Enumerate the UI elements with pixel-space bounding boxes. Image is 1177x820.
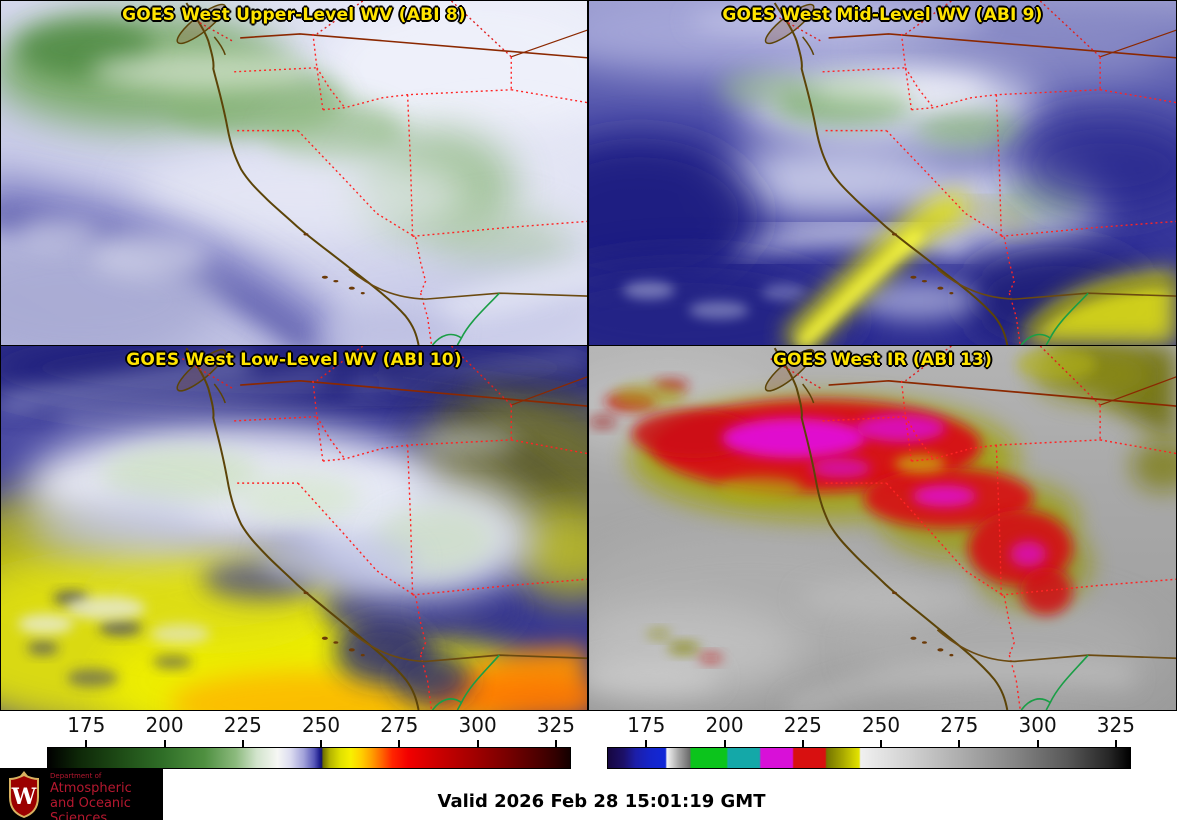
map-overlay	[760, 346, 1176, 710]
colorbar-tick	[723, 740, 726, 747]
colorbar-tick-label: 325	[1096, 713, 1135, 737]
colorbar-tick-label: 225	[223, 713, 262, 737]
panel-abi9: GOES West Mid-Level WV (ABI 9)	[589, 1, 1176, 345]
aos-logo-text: Department of Atmospheric and Oceanic Sc…	[50, 772, 163, 820]
wv-colorbar: 175 200 225 250 275 300 325	[47, 711, 575, 769]
colorbar-tick-label: 225	[783, 713, 822, 737]
abi10-imagery	[1, 346, 587, 710]
ir-colorbar: 175 200 225 250 275 300 325	[607, 711, 1135, 769]
colorbar-tick	[320, 740, 323, 747]
colorbar-tick-label: 275	[940, 713, 979, 737]
wv-colorbar-gradient	[47, 747, 571, 769]
colorbar-tick	[958, 740, 961, 747]
colorbar-tick-label: 200	[705, 713, 744, 737]
panel-title-abi13: GOES West IR (ABI 13)	[772, 350, 993, 370]
uw-crest-icon: W	[9, 771, 39, 818]
panel-abi10: GOES West Low-Level WV (ABI 10)	[1, 346, 587, 710]
colorbar-tick-label: 250	[301, 713, 341, 737]
colorbar-tick-label: 175	[627, 713, 666, 737]
map-overlay	[760, 1, 1176, 345]
colorbar-tick	[1114, 740, 1117, 747]
panel-title-abi10: GOES West Low-Level WV (ABI 10)	[126, 350, 462, 370]
colorbar-tick-label: 250	[861, 713, 901, 737]
aos-logo: W Department of Atmospheric and Oceanic …	[0, 768, 163, 820]
logo-line-2: Atmospheric	[50, 781, 132, 796]
colorbar-tick-label: 200	[145, 713, 184, 737]
colorbar-tick	[880, 740, 883, 747]
colorbar-tick	[801, 740, 804, 747]
colorbar-tick	[645, 740, 648, 747]
panel-abi13: GOES West IR (ABI 13)	[589, 346, 1176, 710]
panel-title-abi8: GOES West Upper-Level WV (ABI 8)	[122, 5, 466, 25]
panel-grid: GOES West Upper-Level WV (ABI 8)	[0, 0, 1177, 711]
colorbar-tick-label: 300	[458, 713, 497, 737]
ir-colorbar-gradient	[607, 747, 1131, 769]
abi8-imagery	[1, 1, 587, 345]
colorbar-tick	[163, 740, 166, 747]
colorbar-tick-label: 175	[67, 713, 106, 737]
colorbar-tick-label: 325	[536, 713, 575, 737]
map-overlay	[171, 346, 587, 710]
map-overlay	[171, 1, 587, 345]
colorbar-tick-label: 300	[1018, 713, 1057, 737]
colorbar-tick	[476, 740, 479, 747]
colorbar-tick	[85, 740, 88, 747]
logo-line-3: and Oceanic Sciences	[50, 796, 131, 820]
colorbar-tick-label: 275	[380, 713, 419, 737]
colorbar-tick	[554, 740, 557, 747]
valid-timestamp: Valid 2026 Feb 28 15:01:19 GMT	[437, 791, 766, 812]
colorbar-tick	[1036, 740, 1039, 747]
logo-dept-line: Department of	[50, 772, 102, 780]
colorbar-tick	[398, 740, 401, 747]
panel-abi8: GOES West Upper-Level WV (ABI 8)	[1, 1, 587, 345]
colorbar-tick	[241, 740, 244, 747]
panel-title-abi9: GOES West Mid-Level WV (ABI 9)	[722, 5, 1043, 25]
crest-letter: W	[11, 784, 37, 810]
